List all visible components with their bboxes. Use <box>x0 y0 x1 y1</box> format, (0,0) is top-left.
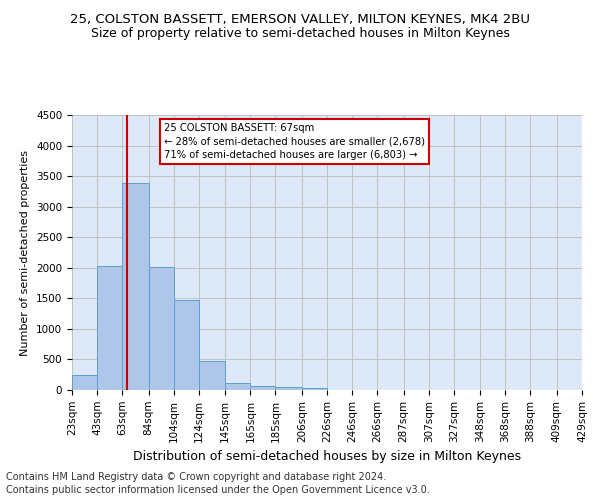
Text: Contains HM Land Registry data © Crown copyright and database right 2024.: Contains HM Land Registry data © Crown c… <box>6 472 386 482</box>
Bar <box>199 360 225 390</box>
Bar <box>149 267 174 390</box>
Bar <box>302 388 327 390</box>
Bar <box>122 184 149 390</box>
Bar <box>97 266 122 390</box>
Bar <box>225 384 250 390</box>
Text: 25 COLSTON BASSETT: 67sqm
← 28% of semi-detached houses are smaller (2,678)
71% : 25 COLSTON BASSETT: 67sqm ← 28% of semi-… <box>164 123 425 160</box>
Text: Contains public sector information licensed under the Open Government Licence v3: Contains public sector information licen… <box>6 485 430 495</box>
Bar <box>275 386 302 390</box>
Y-axis label: Number of semi-detached properties: Number of semi-detached properties <box>20 150 31 356</box>
Bar <box>72 374 97 390</box>
X-axis label: Distribution of semi-detached houses by size in Milton Keynes: Distribution of semi-detached houses by … <box>133 450 521 463</box>
Bar <box>174 300 199 390</box>
Bar <box>250 386 275 390</box>
Text: 25, COLSTON BASSETT, EMERSON VALLEY, MILTON KEYNES, MK4 2BU: 25, COLSTON BASSETT, EMERSON VALLEY, MIL… <box>70 12 530 26</box>
Text: Size of property relative to semi-detached houses in Milton Keynes: Size of property relative to semi-detach… <box>91 28 509 40</box>
